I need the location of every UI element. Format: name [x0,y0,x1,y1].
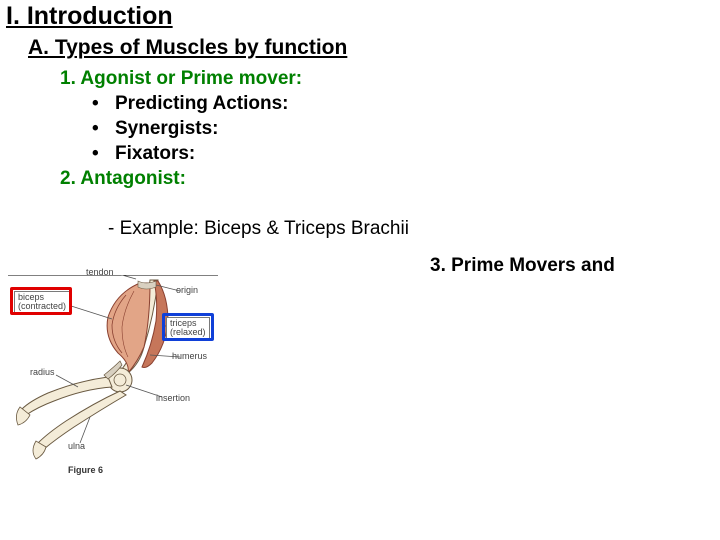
bullet-dot: • [92,118,99,140]
bullet-dot: • [92,93,99,115]
example-text: - Example: Biceps & Triceps Brachii [108,218,409,240]
ulna-label: ulna [68,441,85,451]
anatomy-figure: biceps (contracted) triceps (relaxed) te… [8,275,218,480]
bullet-synergists: Synergists: [115,118,218,140]
section-heading: A. Types of Muscles by function [28,36,347,60]
list-item-prime-movers: 3. Prime Movers and [430,255,615,277]
figure-caption: Figure 6 [68,465,103,475]
bullet-fixators: Fixators: [115,143,195,165]
bullet-dot: • [92,143,99,165]
radius-label: radius [30,367,55,377]
page-title: I. Introduction [6,2,173,31]
list-item-antagonist: 2. Antagonist: [60,168,186,190]
insertion-label: insertion [156,393,190,403]
humerus-label: humerus [172,351,207,361]
bullet-predicting: Predicting Actions: [115,93,288,115]
origin-label: origin [176,285,198,295]
triceps-highlight-box [162,313,214,341]
list-item-agonist: 1. Agonist or Prime mover: [60,68,302,90]
biceps-highlight-box [10,287,72,315]
tendon-label: tendon [86,267,114,277]
